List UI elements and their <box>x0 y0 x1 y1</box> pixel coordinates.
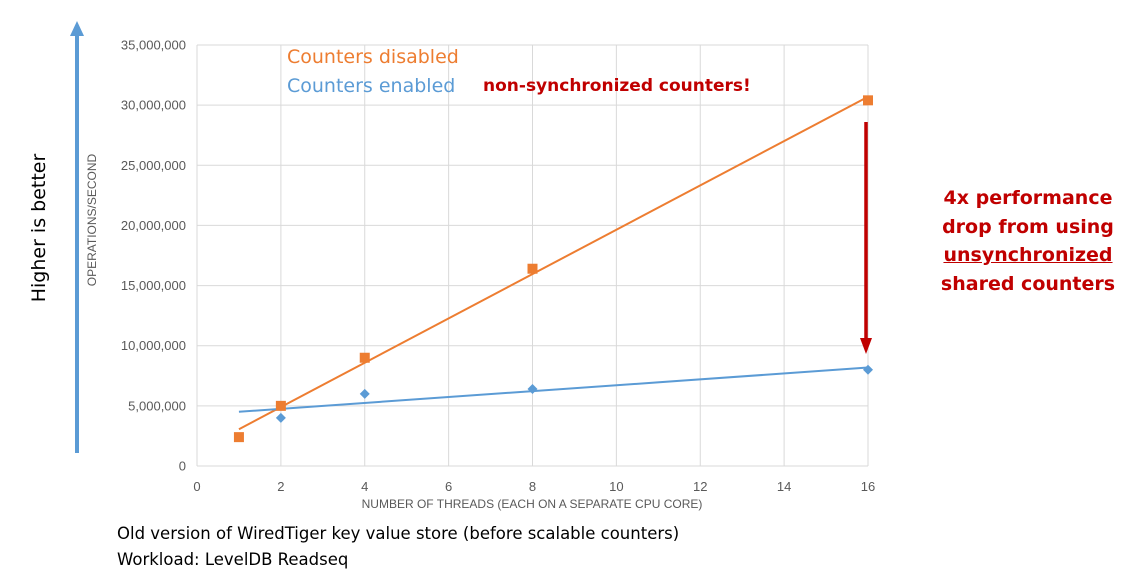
performance-note: 4x performance drop from using unsynchro… <box>922 184 1134 298</box>
performance-note-line-2: drop from using <box>942 215 1114 238</box>
side-label: Higher is better <box>28 154 50 303</box>
y-tick-label: 15,000,000 <box>121 278 186 293</box>
x-tick-label: 12 <box>693 479 707 494</box>
x-tick-label: 14 <box>777 479 791 494</box>
caption-line-1: Old version of WiredTiger key value stor… <box>117 524 680 543</box>
point-counters-disabled <box>863 95 873 106</box>
y-tick-label: 20,000,000 <box>121 218 186 233</box>
x-tick-label: 2 <box>277 479 284 494</box>
x-tick-label: 10 <box>609 479 623 494</box>
x-tick-label: 4 <box>361 479 368 494</box>
y-axis-title: OPERATIONS/SECOND <box>85 153 99 286</box>
trendline-counters-disabled <box>238 95 869 431</box>
caption-line-2: Workload: LevelDB Readseq <box>117 550 349 569</box>
y-tick-label: 35,000,000 <box>121 38 186 53</box>
higher-is-better-arrowhead <box>70 21 84 36</box>
y-tick-label: 25,000,000 <box>121 158 186 173</box>
x-tick-label: 16 <box>861 479 875 494</box>
legend-counters-enabled: Counters enabled <box>287 75 455 97</box>
point-counters-disabled <box>233 432 244 443</box>
data-points <box>233 95 873 443</box>
trendlines <box>238 95 869 431</box>
point-counters-disabled <box>359 352 370 363</box>
non-synchronized-annotation: non-synchronized counters! <box>483 76 751 96</box>
performance-note-line-4: shared counters <box>940 272 1116 295</box>
grid <box>196 44 869 467</box>
x-tick-label: 8 <box>529 479 536 494</box>
trendline-counters-enabled <box>238 366 869 413</box>
y-tick-label: 30,000,000 <box>121 98 186 113</box>
x-tick-label: 6 <box>445 479 452 494</box>
point-counters-disabled <box>527 263 538 274</box>
point-counters-enabled <box>359 388 370 399</box>
point-counters-enabled <box>275 412 286 423</box>
performance-note-line-3: unsynchronized <box>943 244 1113 266</box>
point-counters-enabled <box>527 384 538 395</box>
x-axis-title: NUMBER OF THREADS (EACH ON A SEPARATE CP… <box>362 497 703 511</box>
performance-note-line-1: 4x performance <box>943 187 1113 209</box>
point-counters-disabled <box>275 400 286 411</box>
tick-labels: 0 5,000,000 10,000,000 15,000,000 20,000,000… <box>121 38 875 495</box>
y-tick-label: 10,000,000 <box>121 338 186 353</box>
y-tick-label: 5,000,000 <box>128 398 186 413</box>
x-tick-label: 0 <box>193 479 200 494</box>
legend-counters-disabled: Counters disabled <box>287 46 459 68</box>
point-counters-enabled <box>863 364 873 375</box>
performance-drop-arrowhead <box>860 338 872 354</box>
y-tick-label: 0 <box>179 459 186 474</box>
